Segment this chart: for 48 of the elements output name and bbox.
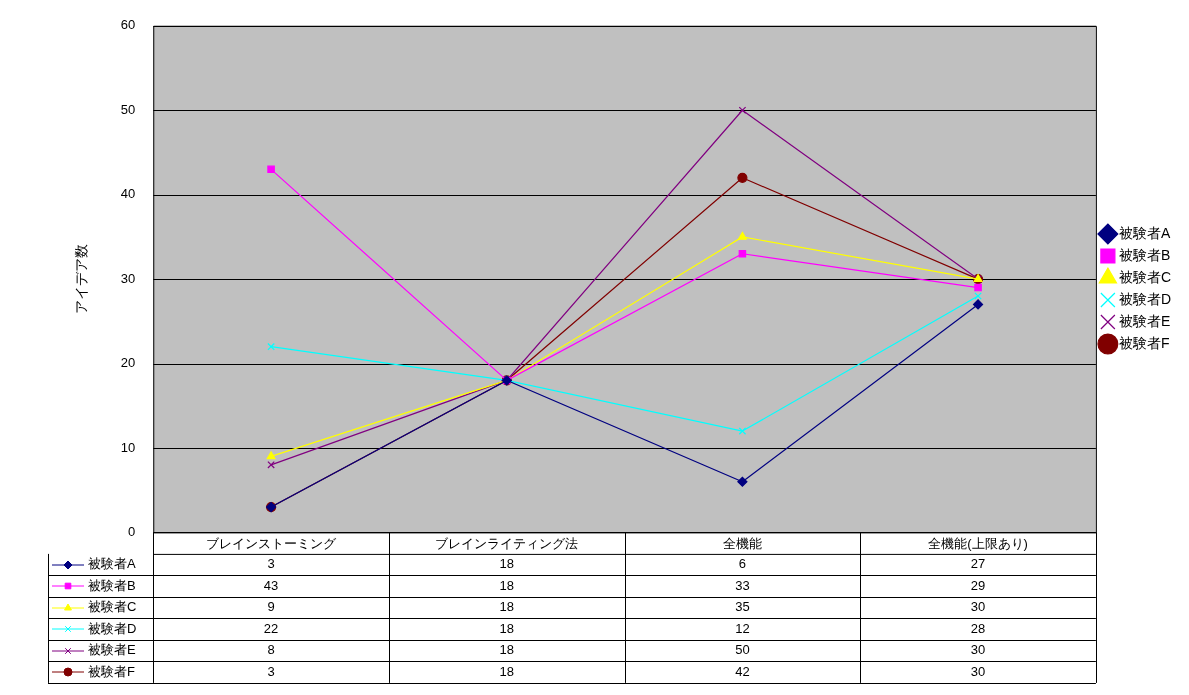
data-label: 29 xyxy=(970,577,986,593)
y-tick-label: 40 xyxy=(120,186,136,202)
data-label: 18 xyxy=(499,577,514,593)
data-label: 42 xyxy=(735,663,750,679)
legend-label: 被験者C xyxy=(1118,268,1172,285)
legend-label: 被験者A xyxy=(88,556,136,572)
x-tick-label: 全機能(上限あり) xyxy=(928,535,1028,551)
y-axis-title: アイデア数 xyxy=(73,244,90,315)
text: 被験者A xyxy=(1118,224,1171,241)
legend-label: 被験者F xyxy=(1118,334,1170,351)
data-label: 50 xyxy=(735,642,750,658)
x-tick-label: 全機能 xyxy=(722,535,762,551)
data-label: 22 xyxy=(263,620,279,636)
legend-label: 被験者E xyxy=(1118,312,1171,329)
data-label: 30 xyxy=(970,599,986,615)
y-tick-label: 10 xyxy=(120,439,136,455)
data-label: 43 xyxy=(263,577,279,593)
data-label: 18 xyxy=(499,556,514,572)
x-tick-label: ブレインストーミング xyxy=(206,535,338,551)
data-label: 6 xyxy=(738,556,747,572)
data-label: 18 xyxy=(499,620,514,636)
y-tick-label: 30 xyxy=(120,270,136,286)
data-label: 3 xyxy=(267,663,275,679)
y-tick-label: 0 xyxy=(128,523,136,539)
data-label: 3 xyxy=(267,556,275,572)
text: 被験者F xyxy=(88,663,135,679)
y-tick-label: 50 xyxy=(120,101,136,117)
y-tick-label: 20 xyxy=(120,355,136,371)
data-label: 30 xyxy=(970,663,986,679)
data-label: 8 xyxy=(267,642,275,658)
data-label: 9 xyxy=(267,599,275,615)
data-label: 30 xyxy=(970,642,986,658)
data-label: 12 xyxy=(735,620,750,636)
data-label: 18 xyxy=(499,599,514,615)
legend-label: 被験者D xyxy=(1118,290,1172,307)
legend-label: 被験者B xyxy=(1118,246,1171,263)
data-label: 28 xyxy=(970,620,986,636)
data-label: 18 xyxy=(499,642,514,658)
text: 被験者B xyxy=(88,577,136,593)
y-tick-label: 60 xyxy=(120,17,136,33)
text: 被験者E xyxy=(88,642,136,658)
data-label: 35 xyxy=(735,599,750,615)
data-label: 18 xyxy=(499,663,514,679)
text: 被験者D xyxy=(88,620,137,636)
text: 被験者C xyxy=(88,599,137,615)
x-tick-label: ブレインライティング法 xyxy=(435,535,579,551)
data-label: 33 xyxy=(735,577,750,593)
data-label: 27 xyxy=(970,556,986,572)
